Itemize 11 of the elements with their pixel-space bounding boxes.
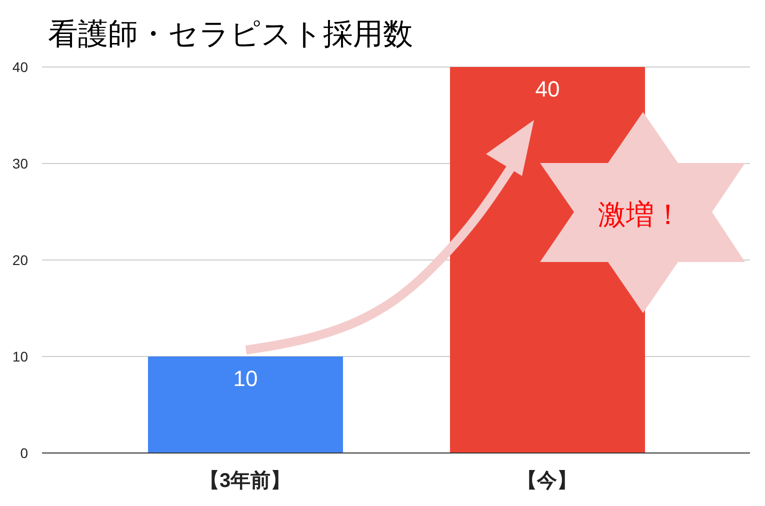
annotation: 激増！: [598, 199, 682, 230]
y-tick-label: 40: [12, 58, 28, 75]
data-label: 40: [535, 76, 560, 102]
y-tick-label: 10: [12, 348, 28, 364]
y-tick-label: 20: [12, 252, 28, 268]
y-tick-label: 30: [12, 155, 28, 172]
data-label: 10: [233, 366, 258, 392]
x-tick-label: 【3年前】: [199, 470, 291, 492]
y-tick-label: 0: [20, 444, 28, 461]
chart-title: 看護師・セラピスト採用数: [48, 17, 413, 53]
x-tick-label: 【今】: [517, 470, 577, 492]
